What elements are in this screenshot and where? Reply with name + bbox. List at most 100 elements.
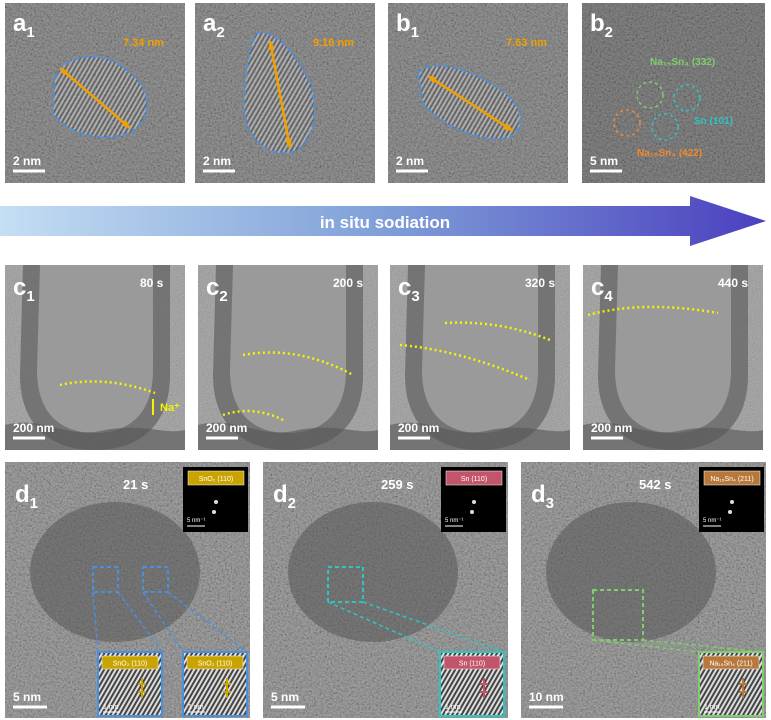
- phase-annotation: Na₁₅Sn₄ (332): [650, 57, 715, 68]
- particle-cluster: [546, 502, 716, 642]
- arrow-head: [60, 68, 69, 77]
- inset-title: Na₁₅Sn₄ (211): [710, 476, 753, 483]
- panel-subscript: 1: [30, 495, 38, 512]
- panel-letter: c: [398, 274, 411, 301]
- scale-label: 2 nm: [396, 154, 424, 168]
- measure-arrow: [268, 40, 292, 149]
- panel-subscript: 3: [411, 288, 419, 305]
- zoom-line: [117, 591, 163, 653]
- nanoparticle: [5, 265, 185, 450]
- panel-letter: d: [273, 481, 288, 508]
- zoom-line: [642, 639, 764, 653]
- panel-letter: b: [396, 10, 411, 37]
- spacing-marker: [138, 678, 146, 698]
- spacing-marker: [480, 678, 488, 698]
- region-marker: [673, 84, 701, 112]
- particle-outline: [51, 55, 148, 138]
- reaction-front: [444, 321, 551, 342]
- zoom-line: [92, 591, 99, 653]
- diffraction-spot: [730, 500, 734, 504]
- zoom-title-box: [702, 655, 760, 670]
- panel-label: c4: [591, 274, 613, 305]
- arrow-head: [428, 76, 437, 84]
- panel-label: d2: [273, 481, 296, 512]
- substrate: [5, 422, 185, 450]
- particle-cluster: [288, 502, 458, 642]
- substrate: [390, 422, 570, 450]
- time-label: 21 s: [123, 477, 148, 492]
- panel-label: c2: [206, 274, 228, 305]
- panel-subscript: 1: [26, 24, 34, 41]
- particle-fill: [53, 56, 147, 137]
- panel-subscript: 1: [411, 24, 419, 41]
- scale-label: 2 nm: [13, 154, 41, 168]
- scale-label: 200 nm: [591, 421, 632, 435]
- panel-label: c3: [398, 274, 420, 305]
- reaction-front: [222, 409, 284, 422]
- diffraction-spot: [212, 510, 216, 514]
- panel-label: a1: [13, 10, 35, 41]
- inset-scale: 5 nm⁻¹: [187, 518, 206, 524]
- arrow-head: [504, 123, 513, 131]
- particle-cluster: [30, 502, 200, 642]
- time-label: 440 s: [718, 276, 748, 290]
- measure-arrow: [59, 67, 131, 129]
- selection-box: [92, 566, 119, 593]
- arrow-head: [268, 41, 275, 50]
- diffraction-spot: [470, 510, 474, 514]
- panel-letter: c: [206, 274, 219, 301]
- reaction-front: [587, 305, 719, 317]
- zoom-title: Na₁₅Sn₄ (211): [709, 661, 752, 668]
- scale-label: 200 nm: [206, 421, 247, 435]
- particle-outline: [416, 64, 522, 140]
- panel-letter: a: [203, 10, 217, 37]
- inset-title: Sn (110): [461, 476, 487, 483]
- panel-subscript: 1: [26, 288, 34, 305]
- scale-label: 5 nm: [271, 690, 299, 704]
- time-label: 80 s: [140, 276, 164, 290]
- diffraction-spot: [728, 510, 732, 514]
- zoom-title: Sn (110): [459, 661, 485, 668]
- panel-letter: d: [531, 481, 546, 508]
- scale-label: 200 nm: [13, 421, 54, 435]
- scale-label: 5 nm: [590, 154, 618, 168]
- phase-annotation: Sn (101): [694, 116, 733, 127]
- zoom-line: [592, 639, 700, 653]
- inset-scale: 5 nm⁻¹: [703, 518, 722, 524]
- particle: [416, 64, 522, 140]
- particle-core: [615, 265, 731, 433]
- tem-image: [582, 3, 765, 183]
- panel-label: d3: [531, 481, 554, 512]
- selection-box: [592, 589, 644, 641]
- zoom-title-box: [101, 655, 159, 670]
- zoom-scale: 1 nm: [445, 704, 461, 711]
- arrow-head: [121, 119, 130, 128]
- measurement: 7.34 nm: [123, 37, 164, 49]
- scale-label: 200 nm: [398, 421, 439, 435]
- time-label: 320 s: [525, 276, 555, 290]
- zoom-scale: 1 nm: [103, 704, 119, 711]
- spacing-marker: [739, 678, 747, 698]
- particle: [243, 31, 316, 155]
- time-label: 200 s: [333, 276, 363, 290]
- zoom-line: [167, 591, 248, 653]
- panel-subscript: 3: [546, 495, 554, 512]
- arrow-head: [285, 139, 292, 148]
- region-marker: [651, 113, 679, 141]
- zoom-line: [362, 601, 505, 653]
- measurement: 7.63 nm: [506, 37, 547, 49]
- nanoparticle: [390, 265, 570, 450]
- scale-label: 5 nm: [13, 690, 41, 704]
- panel-letter: c: [13, 274, 26, 301]
- zoom-title: SnO₂ (110): [198, 661, 233, 668]
- diffraction-spot: [214, 500, 218, 504]
- zoom-scale: 1 nm: [704, 704, 720, 711]
- particle-outline: [243, 31, 316, 155]
- panel-label: a2: [203, 10, 225, 41]
- process-arrow: [0, 196, 766, 246]
- selection-box: [327, 566, 364, 603]
- panel-label: b1: [396, 10, 419, 41]
- inset-title-box: [187, 470, 245, 486]
- panel-subscript: 2: [605, 24, 613, 41]
